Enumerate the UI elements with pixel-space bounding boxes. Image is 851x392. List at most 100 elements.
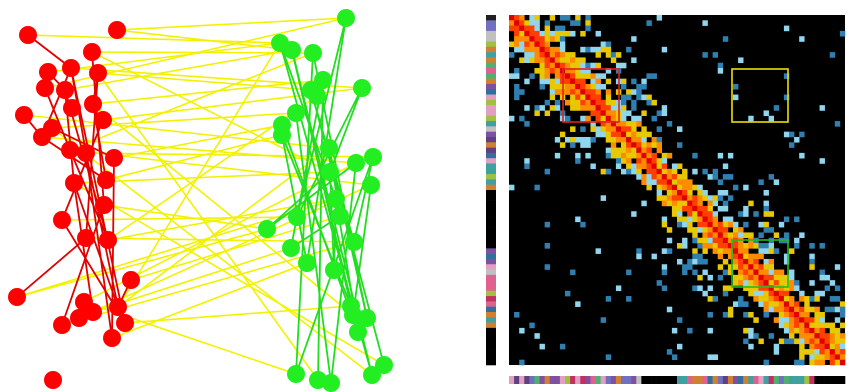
group-a-node[interactable] [103,329,121,347]
group-a-node[interactable] [105,149,123,167]
matrix-cell [539,57,545,64]
group-a-node[interactable] [109,298,127,316]
group-a-node[interactable] [15,106,33,124]
group-a-node[interactable] [97,171,115,189]
matrix-cell [738,264,744,270]
group-a-node[interactable] [99,231,117,249]
matrix-cell [671,205,678,212]
matrix-cell [549,46,556,53]
matrix-cell [610,131,617,138]
matrix-cell [763,190,769,196]
group-a-node[interactable] [89,64,107,82]
group-b-node[interactable] [304,44,322,62]
group-a-node[interactable] [122,271,140,289]
between-edge [117,147,330,308]
group-a-node[interactable] [95,196,113,214]
group-b-node[interactable] [344,306,362,324]
group-a-node[interactable] [36,79,54,97]
group-b-node[interactable] [282,239,300,257]
matrix-cell [763,274,769,281]
group-b-node[interactable] [347,154,365,172]
group-b-node[interactable] [322,374,340,392]
group-b-node[interactable] [288,208,306,226]
group-a-node[interactable] [70,309,88,327]
matrix-cell [717,62,724,69]
group-b-node[interactable] [375,356,393,374]
group-b-node[interactable] [320,139,338,157]
group-b-node[interactable] [287,104,305,122]
matrix-cell [717,274,724,281]
group-a-node[interactable] [108,21,126,39]
group-b-node[interactable] [273,116,291,134]
matrix-cell [799,354,805,360]
matrix-cell [682,168,688,175]
group-a-node[interactable] [65,174,83,192]
column-strip-segment [519,376,525,384]
matrix-cell [631,131,637,138]
group-b-node[interactable] [308,87,326,105]
group-b-node[interactable] [337,9,355,27]
group-a-node[interactable] [62,59,80,77]
group-a-node[interactable] [77,144,95,162]
group-b-node[interactable] [331,207,349,225]
matrix-cell [575,158,581,164]
matrix-cell [666,195,673,201]
matrix-cell [651,136,657,143]
group-a-node[interactable] [44,371,62,389]
matrix-cell [539,36,545,42]
matrix-cell [753,211,759,217]
group-a-node[interactable] [53,211,71,229]
group-b-node[interactable] [349,323,367,341]
matrix-cell [610,142,617,148]
matrix-cell [794,311,800,318]
matrix-cell [565,83,571,90]
group-a-node[interactable] [83,43,101,61]
matrix-cell [773,285,780,292]
matrix-cell [738,248,744,254]
group-a-node[interactable] [77,229,95,247]
group-b-node[interactable] [298,254,316,272]
group-b-node[interactable] [314,71,332,89]
column-strip-segment [509,376,515,384]
group-a-edge [73,182,94,313]
group-b-node[interactable] [363,366,381,384]
matrix-cell [519,30,525,37]
matrix-cell [768,211,775,217]
matrix-cell [722,36,729,42]
matrix-cell [519,327,525,334]
matrix-cell [733,221,739,228]
group-a-node[interactable] [84,303,102,321]
group-b-node[interactable] [325,261,343,279]
row-strip-segment [486,306,496,313]
group-b-node[interactable] [362,176,380,194]
group-a-node[interactable] [84,95,102,113]
group-b-node[interactable] [321,163,339,181]
matrix-cell [514,83,520,90]
group-a-node[interactable] [116,314,134,332]
group-b-node[interactable] [327,190,345,208]
group-b-node[interactable] [353,79,371,97]
group-a-node[interactable] [61,141,79,159]
row-strip-segment [486,52,496,58]
group-a-node[interactable] [94,111,112,129]
group-a-node[interactable] [39,63,57,81]
matrix-cell [529,36,535,42]
group-b-node[interactable] [358,309,376,327]
group-a-node[interactable] [33,128,51,146]
group-b-node[interactable] [364,148,382,166]
matrix-cell [819,338,825,345]
group-a-node[interactable] [19,26,37,44]
group-a-node[interactable] [63,99,81,117]
group-b-node[interactable] [258,220,276,238]
group-b-node[interactable] [345,233,363,251]
group-b-node[interactable] [283,41,301,59]
matrix-cell [773,232,780,239]
matrix-cell [707,296,713,302]
group-a-node[interactable] [56,81,74,99]
matrix-cell [549,94,556,101]
group-a-node[interactable] [53,316,71,334]
matrix-cell [559,30,566,37]
group-a-node[interactable] [8,288,26,306]
group-b-node[interactable] [287,365,305,383]
matrix-cell [549,30,556,37]
